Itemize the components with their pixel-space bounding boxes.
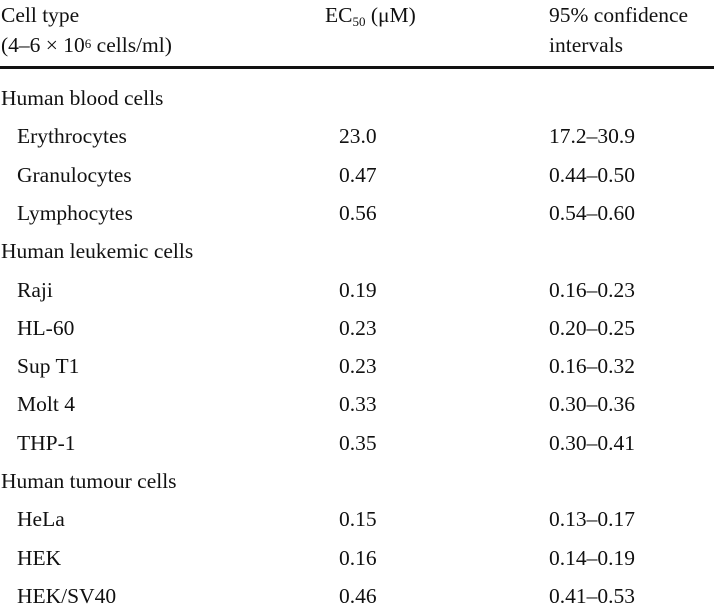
ec50-value: 0.47 <box>339 162 377 187</box>
group-label: Human tumour cells <box>1 469 177 493</box>
header-cell-type-line2: (4–6 × 106 cells/ml) <box>1 30 172 63</box>
confidence-interval: 0.41–0.53 <box>549 583 635 608</box>
table-row: Raji 0.19 0.16–0.23 <box>0 271 714 309</box>
confidence-interval: 0.54–0.60 <box>549 200 635 225</box>
group-row: Human leukemic cells <box>0 232 714 270</box>
cell-type: HeLa <box>17 507 65 532</box>
ec50-value: 0.46 <box>339 583 377 608</box>
table-row: Lymphocytes 0.56 0.54–0.60 <box>0 194 714 232</box>
confidence-interval: 0.16–0.32 <box>549 354 635 379</box>
ec50-value: 0.56 <box>339 200 377 225</box>
table-row: HL-60 0.23 0.20–0.25 <box>0 309 714 347</box>
cell-type: Raji <box>17 277 53 302</box>
group-row: Human tumour cells <box>0 462 714 500</box>
header-density-exponent: 6 <box>84 36 92 51</box>
ec50-value: 0.35 <box>339 430 377 455</box>
cell-type: Lymphocytes <box>17 200 133 225</box>
ec50-value: 0.19 <box>339 277 377 302</box>
cell-type: HEK <box>17 545 62 570</box>
table-row: Erythrocytes 23.0 17.2–30.9 <box>0 117 714 155</box>
table-row: HEK 0.16 0.14–0.19 <box>0 539 714 577</box>
header-cell-type-line1: Cell type <box>1 3 80 27</box>
header-ci-line2: intervals <box>549 33 624 57</box>
header-density-prefix: (4–6 × 10 <box>1 33 85 57</box>
ec50-value: 0.16 <box>339 545 377 570</box>
cell-type: Sup T1 <box>17 354 80 379</box>
table-row: Granulocytes 0.47 0.44–0.50 <box>0 156 714 194</box>
confidence-interval: 0.30–0.36 <box>549 392 635 417</box>
table-row: HeLa 0.15 0.13–0.17 <box>0 500 714 538</box>
group-row: Human blood cells <box>0 79 714 117</box>
cell-type: Erythrocytes <box>17 124 127 149</box>
ec50-value: 0.23 <box>339 354 377 379</box>
group-label: Human blood cells <box>1 86 164 110</box>
ec50-value: 0.33 <box>339 392 377 417</box>
header-confidence-intervals: 95% confidence intervals <box>549 0 688 60</box>
confidence-interval: 0.13–0.17 <box>549 507 635 532</box>
table-row: Sup T1 0.23 0.16–0.32 <box>0 347 714 385</box>
cell-type: Granulocytes <box>17 162 132 187</box>
cell-type: Molt 4 <box>17 392 75 417</box>
header-cell-type: Cell type (4–6 × 106 cells/ml) <box>1 0 172 63</box>
header-ec50-unit: (μM) <box>365 3 416 27</box>
ec50-value: 23.0 <box>339 124 377 149</box>
confidence-interval: 0.20–0.25 <box>549 315 635 340</box>
cell-type: HEK/SV40 <box>17 583 117 608</box>
header-ec50-prefix: EC <box>325 3 353 27</box>
header-divider <box>0 66 714 69</box>
header-ec50-subscript: 50 <box>352 14 366 29</box>
confidence-interval: 0.30–0.41 <box>549 430 635 455</box>
cell-type: THP-1 <box>17 430 76 455</box>
cell-type: HL-60 <box>17 315 75 340</box>
header-density-suffix: cells/ml) <box>91 33 172 57</box>
group-label: Human leukemic cells <box>1 239 194 264</box>
table-row: Molt 4 0.33 0.30–0.36 <box>0 385 714 423</box>
header-ec50: EC50 (μM) <box>325 0 416 33</box>
header-ec50-line: EC50 (μM) <box>325 0 416 33</box>
confidence-interval: 0.14–0.19 <box>549 545 635 570</box>
table-row: HEK/SV40 0.46 0.41–0.53 <box>0 577 714 615</box>
table-row: THP-1 0.35 0.30–0.41 <box>0 424 714 462</box>
confidence-interval: 0.16–0.23 <box>549 277 635 302</box>
confidence-interval: 0.44–0.50 <box>549 162 635 187</box>
confidence-interval: 17.2–30.9 <box>549 124 635 149</box>
ec50-value: 0.23 <box>339 315 377 340</box>
header-ci-line1: 95% confidence <box>549 3 689 27</box>
ec50-value: 0.15 <box>339 507 377 532</box>
